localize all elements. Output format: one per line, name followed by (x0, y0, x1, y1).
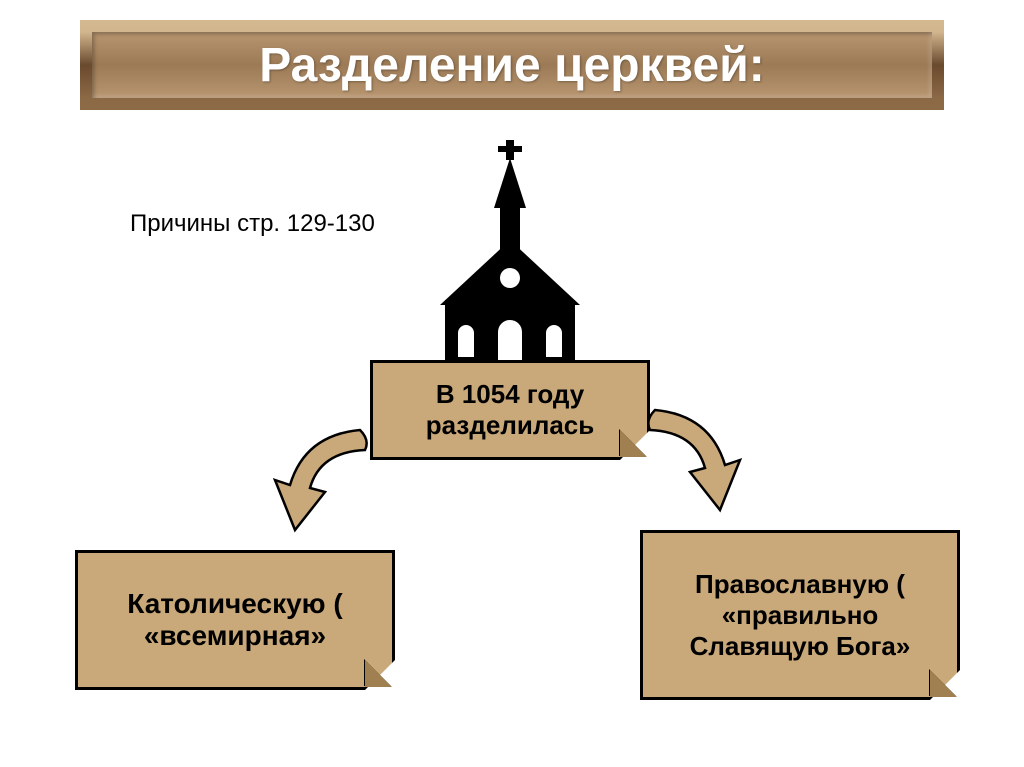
title-text: Разделение церквей: (259, 38, 764, 93)
subtitle-text: Причины стр. 129-130 (130, 210, 375, 238)
left-box: Католическую ( «всемирная» (75, 550, 395, 690)
right-box-text: Православную ( «правильно Славящую Бога» (653, 569, 947, 662)
left-box-text: Католическую ( «всемирная» (88, 588, 382, 652)
arrow-left-icon (265, 420, 385, 560)
church-icon (430, 140, 590, 370)
center-box: В 1054 году разделилась (370, 360, 650, 460)
center-box-text: В 1054 году разделилась (383, 379, 637, 441)
right-box: Православную ( «правильно Славящую Бога» (640, 530, 960, 700)
title-bar: Разделение церквей: (80, 20, 944, 110)
arrow-right-icon (630, 400, 750, 540)
